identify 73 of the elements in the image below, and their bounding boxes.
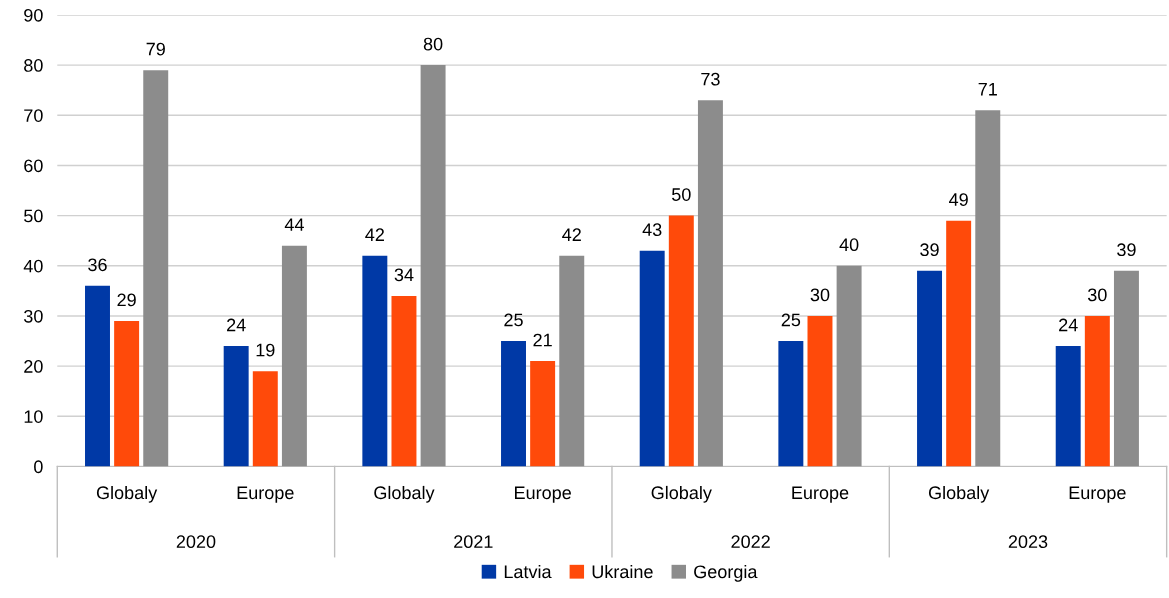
- data-label: 21: [533, 333, 552, 347]
- x-tick-label: Europe: [792, 486, 849, 503]
- bar: [559, 255, 585, 467]
- y-tick-label: 90: [24, 8, 43, 22]
- bar: [501, 341, 526, 467]
- data-label: 40: [839, 238, 859, 252]
- bar: [778, 341, 804, 467]
- data-label: 50: [671, 188, 691, 201]
- data-label: 25: [504, 313, 523, 327]
- x-tick-label: Globaly: [374, 485, 435, 503]
- x-tick-label: Europe: [237, 486, 294, 503]
- bar: [143, 70, 169, 467]
- bar: [420, 65, 446, 467]
- bar: [1113, 270, 1139, 467]
- text: 2023: [1008, 535, 1048, 549]
- data-label: 24: [227, 318, 246, 332]
- bar: [975, 110, 1001, 467]
- data-label: 73: [701, 72, 720, 86]
- data-label: 80: [423, 37, 443, 51]
- bar: [668, 215, 694, 467]
- y-tick-label: 40: [23, 259, 43, 273]
- text: 2021: [454, 535, 493, 549]
- data-label: 30: [1087, 288, 1107, 302]
- data-label: 42: [562, 228, 581, 241]
- data-label: 49: [949, 193, 968, 206]
- x-tick-label: Europe: [1069, 486, 1126, 503]
- bar: [223, 346, 249, 467]
- text: 2022: [731, 535, 770, 549]
- data-label: 39: [920, 243, 939, 257]
- y-tick-label: 10: [24, 410, 43, 423]
- bar: [946, 220, 972, 467]
- legend-label: Latvia: [504, 564, 552, 579]
- y-tick-label: 70: [24, 109, 43, 122]
- data-label: 39: [1117, 243, 1136, 257]
- data-label: 42: [365, 228, 384, 241]
- y-tick-label: 80: [24, 59, 43, 72]
- bar: [362, 255, 388, 467]
- bar: [836, 265, 862, 467]
- x-tick-label: Globaly: [96, 485, 158, 503]
- data-label: 71: [978, 82, 997, 96]
- bar: [697, 100, 723, 467]
- data-label: 19: [256, 343, 275, 357]
- data-label: 24: [1059, 318, 1078, 332]
- bar: [530, 361, 556, 467]
- data-label: 34: [394, 268, 414, 282]
- x-tick-label: Globaly: [651, 485, 712, 503]
- bar: [114, 320, 140, 467]
- y-tick-label: 20: [24, 360, 43, 373]
- data-label: 36: [88, 258, 107, 272]
- bar: [391, 295, 417, 467]
- y-tick-label: 50: [24, 209, 43, 223]
- bar: [252, 371, 278, 467]
- text: 2020: [176, 535, 216, 549]
- y-tick-label: 0: [34, 460, 43, 474]
- x-tick-label: Globaly: [928, 485, 990, 503]
- bar: [917, 270, 943, 467]
- data-label: 30: [810, 288, 830, 302]
- bar: [1055, 346, 1081, 467]
- y-tick-label: 60: [24, 159, 43, 173]
- y-tick-label: 30: [24, 309, 43, 323]
- bar: [807, 315, 833, 467]
- data-label: 79: [146, 42, 165, 56]
- bar: [639, 250, 665, 467]
- data-label: 44: [284, 218, 304, 231]
- data-label: 43: [642, 223, 662, 237]
- data-label: 29: [117, 293, 136, 307]
- data-label: 25: [781, 313, 801, 327]
- x-tick-label: Europe: [515, 486, 571, 503]
- bar: [281, 245, 307, 467]
- legend-label: Ukraine: [592, 564, 653, 579]
- legend-label: Georgia: [694, 564, 758, 582]
- bar: [1084, 315, 1110, 467]
- bar: [85, 285, 110, 467]
